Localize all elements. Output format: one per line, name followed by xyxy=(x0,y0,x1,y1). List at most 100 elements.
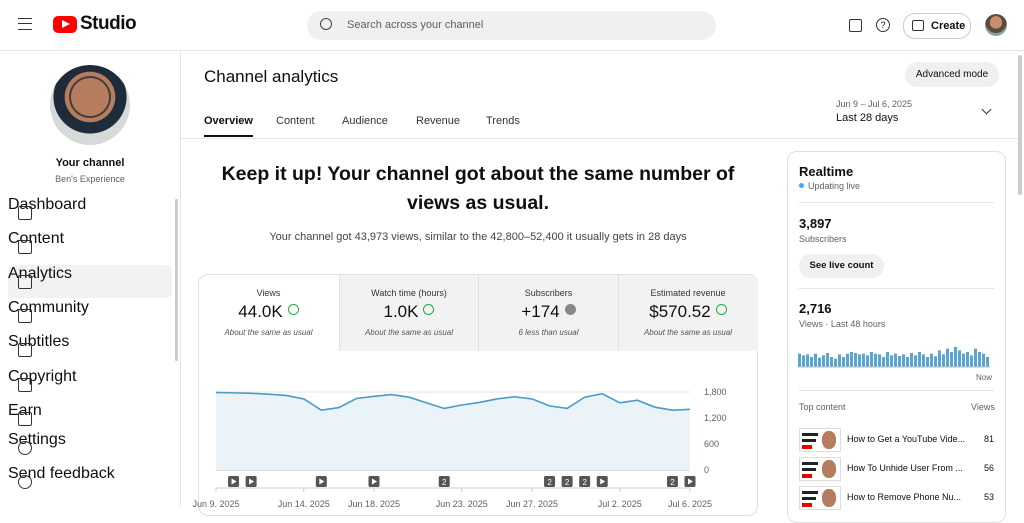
content-views: 53 xyxy=(983,492,994,502)
views-count: 2,716 xyxy=(799,301,832,316)
thumbnail-face xyxy=(822,489,836,507)
nav-icon xyxy=(18,274,32,289)
help-icon[interactable]: ? xyxy=(876,18,890,32)
account-avatar[interactable] xyxy=(985,14,1007,36)
nav-label: Community xyxy=(8,298,89,316)
nav-item[interactable]: Community xyxy=(8,299,172,332)
metric-value: 1.0K xyxy=(340,302,479,322)
subscriber-count: 3,897 xyxy=(799,216,832,231)
content-title[interactable]: How to Remove Phone Nu... xyxy=(847,492,962,502)
channel-name: Ben's Experience xyxy=(55,174,125,184)
nav-item[interactable]: Dashboard xyxy=(8,196,172,229)
nav-icon xyxy=(18,475,32,489)
nav-label: Settings xyxy=(8,431,66,448)
tab[interactable]: Trends xyxy=(486,115,520,127)
nav-icon xyxy=(18,377,32,392)
metric-note: 6 less than usual xyxy=(518,328,579,337)
thumbnail-badge xyxy=(802,445,812,449)
nav-item[interactable]: Subtitles xyxy=(8,333,172,366)
top-content-label: Top content xyxy=(799,402,846,412)
nav-item[interactable]: Copyright xyxy=(8,368,172,401)
thumbnail[interactable] xyxy=(799,486,841,510)
thumbnail-band xyxy=(802,497,816,500)
thumbnail-band xyxy=(802,462,818,465)
nav-label: Content xyxy=(8,230,65,248)
metric-value: +174 xyxy=(479,302,618,322)
nav-item[interactable]: Settings xyxy=(8,431,172,464)
nav-icon xyxy=(18,441,32,455)
tab[interactable]: Revenue xyxy=(416,115,461,127)
tab[interactable]: Overview xyxy=(204,115,253,137)
nav-icon xyxy=(18,206,32,220)
metric-label: Estimated revenue xyxy=(650,288,726,298)
metric-note: About the same as usual xyxy=(364,328,454,337)
sidebar: Your channel Ben's Experience Dashboard C… xyxy=(0,51,181,507)
metric-tile[interactable]: Estimated revenue $570.52 About the same a… xyxy=(617,275,758,351)
thumbnail-band xyxy=(802,433,818,436)
metric-value-text: 44.0K xyxy=(238,302,283,321)
logo-mark[interactable] xyxy=(53,16,77,33)
live-count-label: See live count xyxy=(809,260,874,271)
metric-tile[interactable]: Watch time (hours) 1.0K About the same as … xyxy=(338,275,479,351)
summary-detail: Your channel got 43,973 views, similar t… xyxy=(269,231,687,243)
advanced-mode-label: Advanced mode xyxy=(915,69,989,80)
nav-icon xyxy=(18,411,32,426)
menu-icon[interactable] xyxy=(18,18,32,30)
nav-label: Earn xyxy=(8,401,42,419)
metric-value-text: $570.52 xyxy=(649,302,711,321)
nav-label: Subtitles xyxy=(8,333,70,351)
metric-note: About the same as usual xyxy=(224,328,313,337)
subscriber-label: Subscribers xyxy=(799,234,847,244)
period[interactable]: Last 28 days xyxy=(836,112,899,124)
tab[interactable]: Audience xyxy=(342,115,388,127)
content-views: 81 xyxy=(983,434,994,444)
metric-label: Views xyxy=(256,288,281,298)
thumbnail-band xyxy=(802,439,816,442)
nav-item[interactable]: Send feedback xyxy=(8,465,172,498)
realtime-status: Updating live xyxy=(808,181,861,191)
create-icon xyxy=(912,20,924,31)
thumbnail-face xyxy=(822,431,836,449)
nav-item[interactable]: Earn xyxy=(8,402,172,435)
sidebar-scrollbar xyxy=(175,199,178,361)
divider xyxy=(799,390,994,391)
search-icon xyxy=(320,18,332,30)
thumbnail-badge xyxy=(802,474,812,478)
search-box[interactable]: Search across your channel xyxy=(307,11,716,40)
status-icon xyxy=(564,304,576,315)
metric-tile[interactable]: Subscribers +174 6 less than usual xyxy=(478,275,618,351)
metric-label: Subscribers xyxy=(524,288,573,298)
nav-item[interactable]: Analytics xyxy=(8,264,172,298)
tabs-divider xyxy=(181,138,1019,139)
page: Studio Search across your channel ? Crea… xyxy=(0,11,1024,523)
metric-tile[interactable]: Views 44.0K About the same as usual xyxy=(199,275,338,351)
thumbnail[interactable] xyxy=(799,457,841,481)
views-header: Views xyxy=(971,402,995,412)
live-count-button[interactable]: See live count xyxy=(799,254,884,278)
content-views: 56 xyxy=(983,463,994,473)
divider xyxy=(799,288,994,289)
chevron[interactable] xyxy=(981,104,992,115)
realtime-card: Realtime Updating live 3,897 Subscribers… xyxy=(787,151,1006,523)
metric-value: 44.0K xyxy=(199,302,338,322)
headline: Keep it up! Your channel got about the s… xyxy=(221,163,735,214)
thumbnail[interactable] xyxy=(799,428,841,452)
date-range[interactable]: Jun 9 – Jul 6, 2025 xyxy=(836,99,913,109)
tab[interactable]: Content xyxy=(276,115,315,127)
content-title[interactable]: How to Get a YouTube Vide... xyxy=(847,434,966,444)
thumbnail-badge xyxy=(802,503,812,507)
status-icon xyxy=(423,304,435,315)
nav-item[interactable]: Content xyxy=(8,230,172,263)
live-dot xyxy=(799,183,804,188)
feedback-icon[interactable] xyxy=(849,19,862,32)
views-label: Views · Last 48 hours xyxy=(799,319,886,329)
nav-label: Send feedback xyxy=(8,465,115,482)
channel-avatar[interactable] xyxy=(50,65,130,145)
advanced-mode-button[interactable]: Advanced mode xyxy=(905,62,999,87)
search-placeholder: Search across your channel xyxy=(347,19,484,31)
logo[interactable]: Studio xyxy=(80,13,137,34)
page-scrollbar xyxy=(1018,55,1022,195)
create-button[interactable]: Create xyxy=(903,13,971,39)
content-title[interactable]: How To Unhide User From ... xyxy=(847,463,963,473)
thumbnail-face xyxy=(822,460,836,478)
